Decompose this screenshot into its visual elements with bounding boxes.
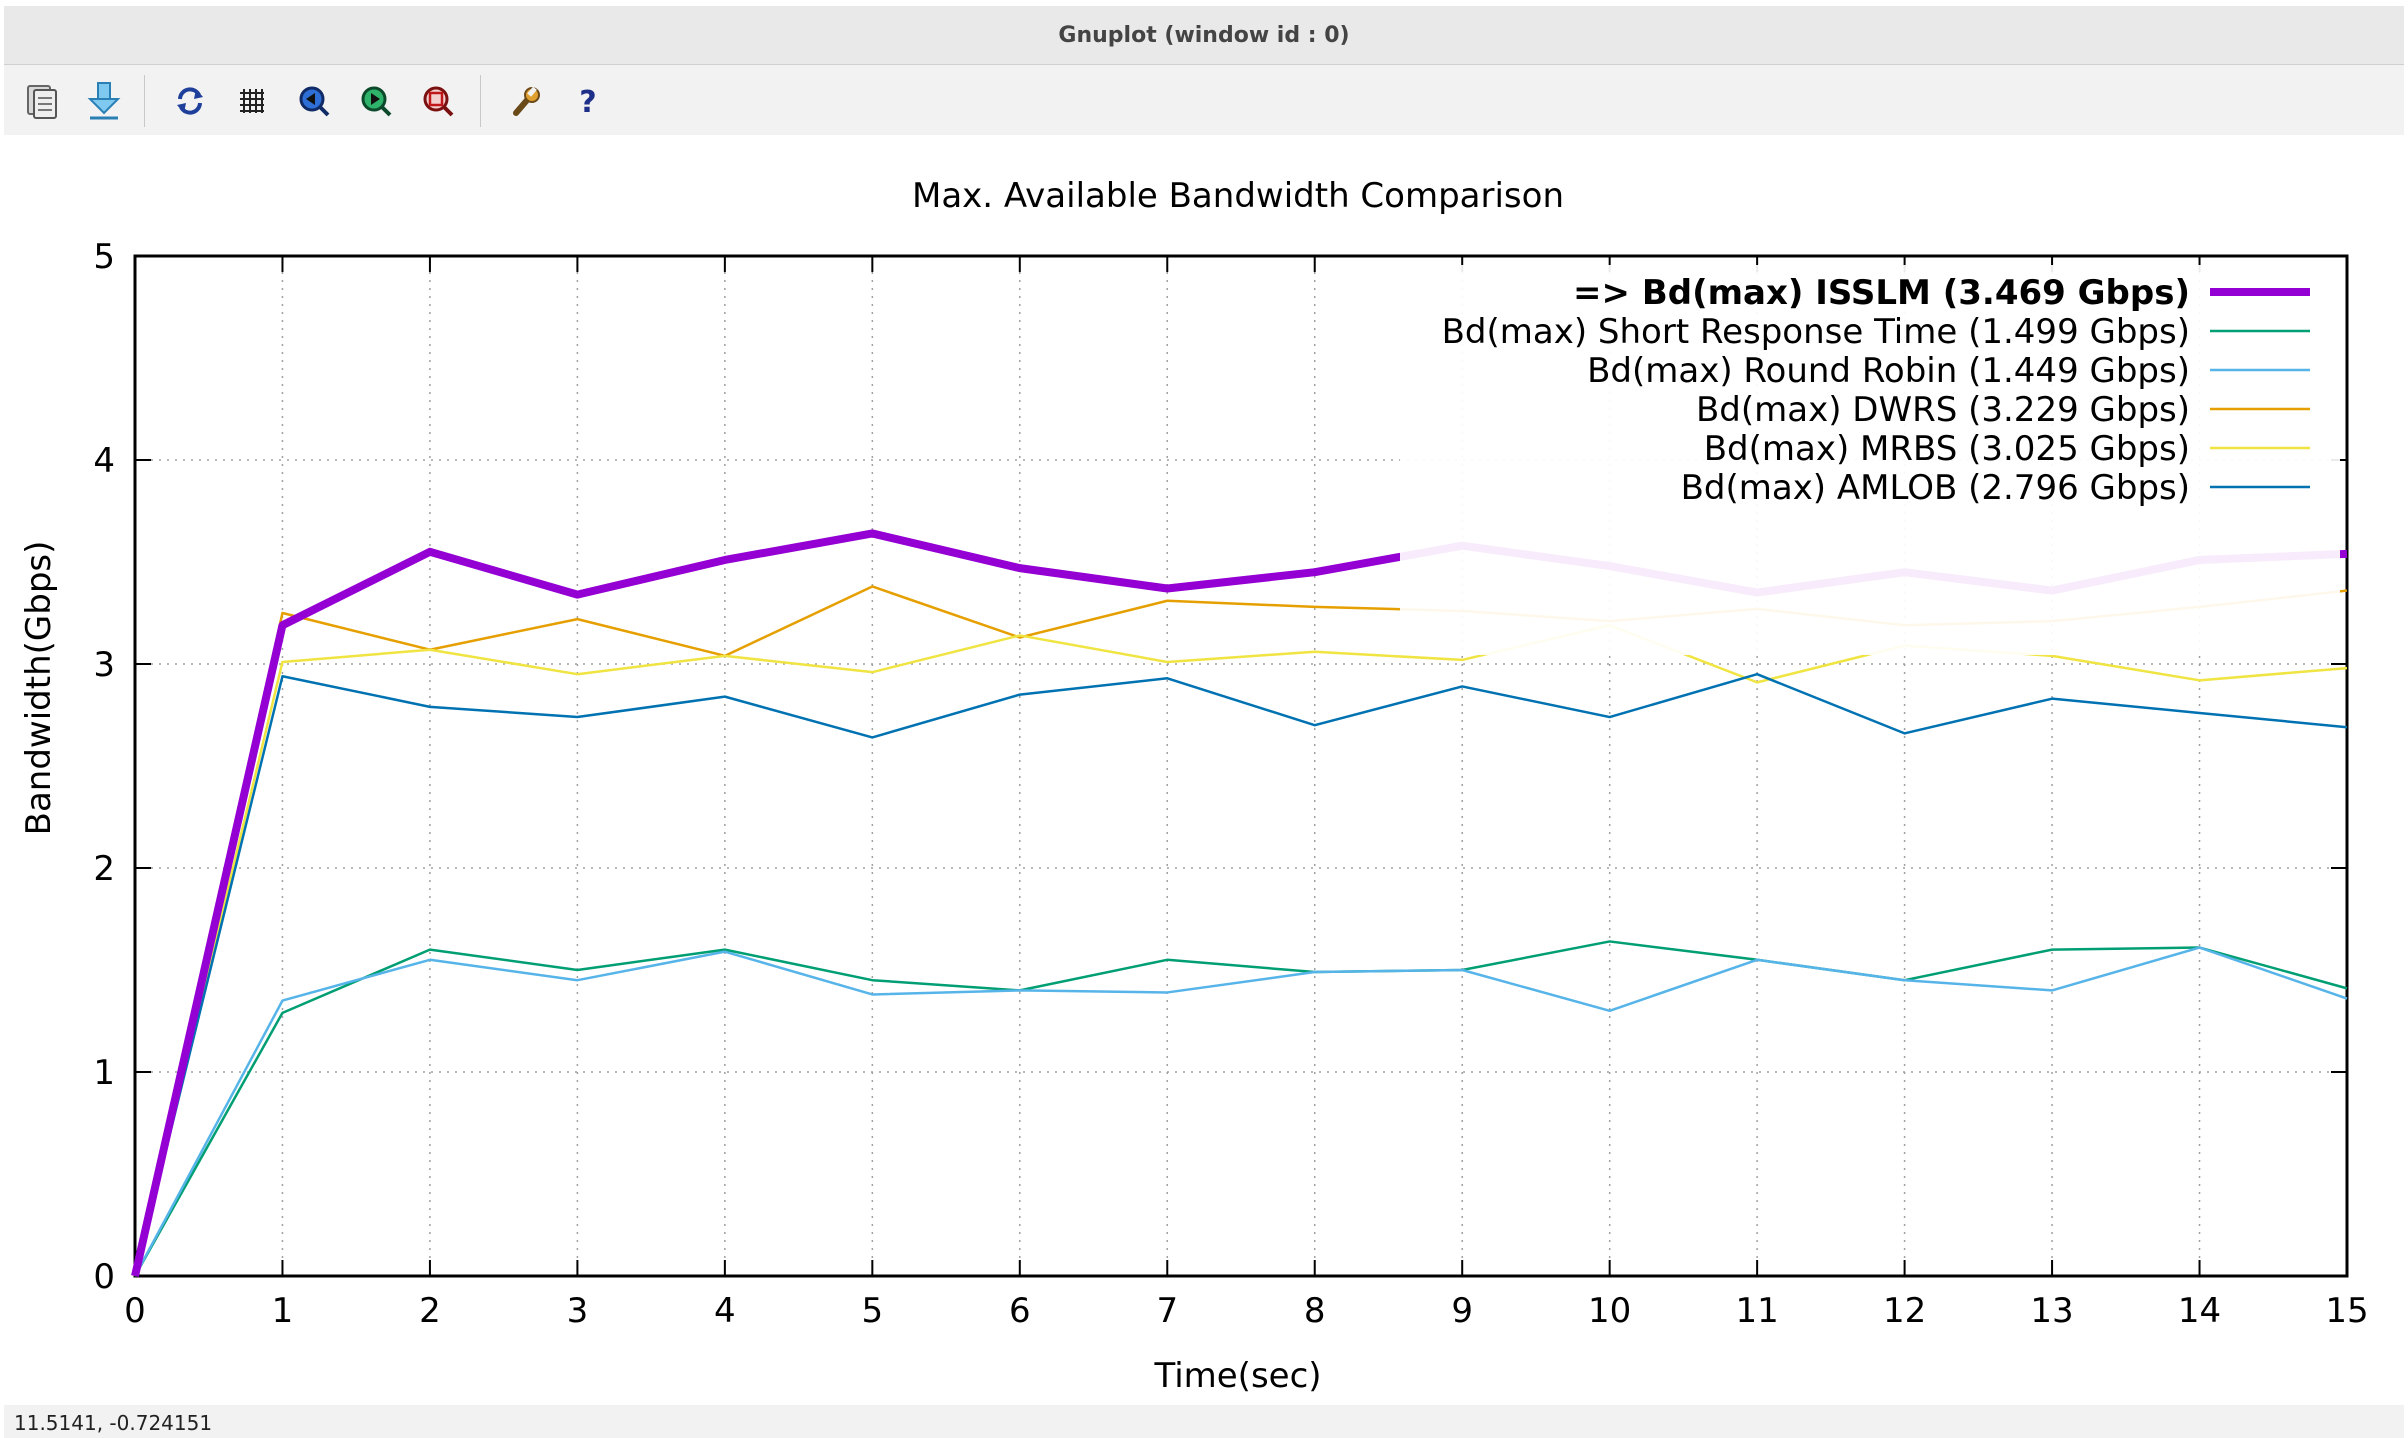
replot-button[interactable]	[168, 79, 212, 123]
x-tick-label: 0	[124, 1291, 146, 1331]
series-line-2	[133, 946, 2348, 1277]
svg-text:?: ?	[579, 85, 596, 118]
y-tick-label: 0	[93, 1257, 115, 1297]
y-axis-label: Bandwidth(Gbps)	[19, 541, 59, 836]
x-tick-label: 10	[1588, 1291, 1631, 1331]
x-tick-label: 7	[1156, 1291, 1178, 1331]
x-tick-label: 5	[862, 1291, 884, 1331]
series-line-1	[133, 940, 2348, 1277]
x-tick-label: 12	[1883, 1291, 1926, 1331]
y-tick-label: 5	[93, 237, 115, 277]
question-icon: ?	[579, 85, 596, 118]
next-zoom-button[interactable]	[354, 79, 398, 123]
settings-button[interactable]	[504, 79, 548, 123]
clipboard-icon	[27, 85, 57, 119]
wrench-icon	[513, 86, 540, 116]
legend-label: Bd(max) DWRS (3.229 Gbps)	[1696, 390, 2190, 430]
x-tick-label: 2	[419, 1291, 441, 1331]
series-line-3	[133, 585, 2348, 1277]
export-button[interactable]	[82, 79, 126, 123]
x-tick-label: 6	[1009, 1291, 1031, 1331]
toggle-grid-button[interactable]	[230, 79, 274, 123]
download-arrow-icon	[87, 82, 121, 120]
series-line-4	[133, 623, 2348, 1277]
y-tick-label: 1	[93, 1053, 115, 1093]
cursor-coordinates: 11.5141, -0.724151	[14, 1411, 213, 1435]
x-axis-label: Time(sec)	[1153, 1356, 1321, 1396]
statusbar: 11.5141, -0.724151	[4, 1405, 2404, 1438]
plot-frame	[133, 254, 2349, 1278]
x-tick-label: 3	[567, 1291, 589, 1331]
zoom-next-icon	[361, 86, 392, 117]
legend-label: Bd(max) AMLOB (2.796 Gbps)	[1681, 468, 2190, 508]
legend-label: => Bd(max) ISSLM (3.469 Gbps)	[1573, 273, 2190, 313]
x-tick-label: 1	[272, 1291, 294, 1331]
x-tick-label: 9	[1451, 1291, 1473, 1331]
x-tick-label: 15	[2325, 1291, 2368, 1331]
x-tick-label: 4	[714, 1291, 736, 1331]
series-line-5	[133, 672, 2348, 1277]
chart-title: Max. Available Bandwidth Comparison	[912, 176, 1564, 216]
autoscale-button[interactable]	[416, 79, 460, 123]
toolbar: ?	[4, 65, 2404, 135]
window-titlebar: Gnuplot (window id : 0)	[4, 6, 2404, 65]
y-tick-label: 3	[93, 645, 115, 685]
y-tick-label: 4	[93, 441, 115, 481]
window-title: Gnuplot (window id : 0)	[1058, 22, 1350, 48]
help-button[interactable]: ?	[566, 79, 610, 123]
x-tick-label: 14	[2178, 1291, 2221, 1331]
zoom-autoscale-icon	[423, 86, 454, 117]
x-tick-label: 11	[1736, 1291, 1779, 1331]
grid-icon	[240, 89, 264, 113]
legend-label: Bd(max) Short Response Time (1.499 Gbps)	[1442, 312, 2190, 352]
copy-to-clipboard-button[interactable]	[20, 79, 64, 123]
legend-background	[1400, 265, 2340, 655]
x-tick-label: 13	[2030, 1291, 2073, 1331]
refresh-icon	[177, 87, 203, 115]
legend-label: Bd(max) Round Robin (1.449 Gbps)	[1587, 351, 2190, 391]
zoom-previous-icon	[299, 86, 330, 117]
plot-area[interactable]: Max. Available Bandwidth Comparison Time…	[0, 135, 2408, 1405]
x-tick-label: 8	[1304, 1291, 1326, 1331]
chart: Max. Available Bandwidth Comparison Time…	[19, 176, 2369, 1396]
y-tick-label: 2	[93, 849, 115, 889]
previous-zoom-button[interactable]	[292, 79, 336, 123]
legend-label: Bd(max) MRBS (3.025 Gbps)	[1704, 429, 2190, 469]
